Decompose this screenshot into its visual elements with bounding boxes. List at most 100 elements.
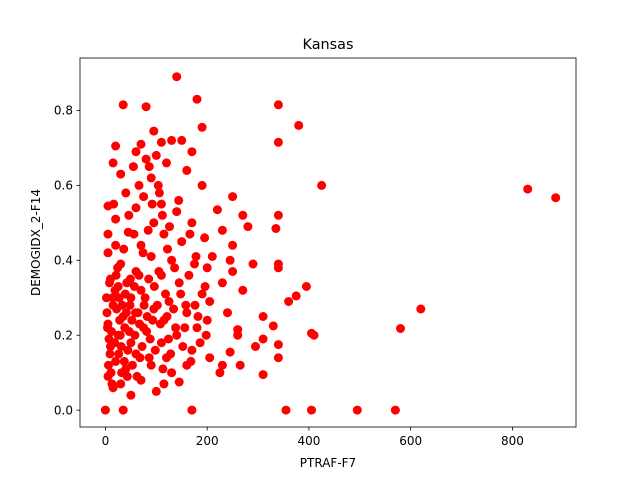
data-point (136, 139, 146, 149)
data-point (416, 304, 426, 314)
data-point (233, 330, 243, 340)
data-point (148, 315, 158, 325)
data-point (122, 371, 132, 381)
data-point (167, 368, 177, 378)
data-point (121, 188, 131, 198)
plot-frame (79, 57, 577, 428)
data-point (149, 282, 159, 291)
data-point (128, 162, 138, 172)
x-axis: 0 200 400 600 800 (102, 427, 524, 448)
data-point (258, 312, 268, 321)
data-point (131, 147, 141, 157)
data-point (163, 244, 172, 254)
data-point (137, 342, 147, 351)
data-point (139, 300, 149, 310)
data-point (146, 252, 156, 261)
data-point (273, 210, 283, 220)
data-point (157, 210, 167, 220)
data-point (284, 297, 294, 306)
data-point (118, 100, 128, 110)
data-point (197, 122, 207, 132)
data-point (228, 240, 238, 250)
data-point (131, 308, 140, 318)
data-point (197, 180, 207, 190)
data-point (113, 263, 123, 273)
data-point (187, 218, 197, 228)
data-point (134, 270, 144, 280)
data-point (116, 342, 126, 351)
data-point (111, 141, 121, 151)
data-point (118, 405, 128, 415)
data-point (273, 340, 283, 350)
data-point (169, 304, 179, 314)
data-point (154, 267, 164, 276)
data-point (135, 319, 144, 329)
data-point (156, 338, 166, 348)
data-point (119, 356, 129, 366)
data-point (182, 165, 192, 175)
data-point (144, 353, 154, 363)
data-point (258, 334, 268, 344)
x-tick-label: 0 (102, 434, 110, 448)
data-point (294, 120, 304, 130)
data-point (124, 210, 134, 220)
data-point (129, 229, 139, 239)
data-point (144, 162, 154, 172)
data-point (100, 405, 110, 415)
y-tick-label: 0.0 (54, 403, 73, 417)
data-point (134, 180, 144, 190)
data-point (136, 240, 146, 250)
data-point (205, 353, 215, 363)
data-point (114, 349, 124, 359)
data-point (151, 386, 161, 396)
data-point (110, 285, 120, 295)
data-point (135, 353, 145, 363)
data-point (200, 282, 210, 291)
data-point (147, 199, 157, 209)
data-point (291, 291, 301, 301)
data-point (138, 248, 148, 258)
data-point (228, 192, 238, 202)
data-point (523, 184, 533, 194)
data-point (103, 323, 112, 333)
data-point (164, 334, 173, 344)
data-point (156, 137, 166, 147)
data-point (192, 94, 202, 104)
data-point (301, 282, 311, 291)
data-point (167, 135, 177, 145)
data-point (108, 158, 118, 168)
data-point (105, 349, 115, 359)
data-point (195, 338, 205, 348)
data-point (145, 334, 155, 344)
data-point (174, 278, 184, 288)
data-point (190, 259, 199, 269)
data-point (217, 278, 227, 288)
data-point (271, 224, 281, 233)
data-point (181, 300, 191, 310)
x-tick-label: 200 (196, 434, 219, 448)
data-point (201, 330, 211, 340)
data-point (248, 259, 258, 269)
data-point (153, 180, 163, 190)
y-tick-label: 0.2 (54, 329, 73, 343)
data-point (142, 327, 152, 336)
data-point (396, 324, 405, 333)
data-point (225, 255, 235, 265)
data-point (152, 300, 162, 310)
data-point (187, 147, 197, 157)
data-point (170, 263, 180, 273)
data-point (149, 218, 159, 228)
data-point (120, 289, 130, 299)
x-tick-label: 600 (399, 434, 422, 448)
data-point (116, 379, 126, 389)
data-point (159, 379, 169, 389)
x-tick-label: 400 (297, 434, 320, 448)
data-point (187, 405, 197, 415)
data-point (144, 274, 154, 284)
data-point (127, 315, 137, 325)
data-point (154, 188, 164, 198)
data-point (172, 330, 182, 340)
data-point (225, 347, 235, 357)
data-point (151, 150, 161, 160)
data-point (215, 368, 225, 378)
